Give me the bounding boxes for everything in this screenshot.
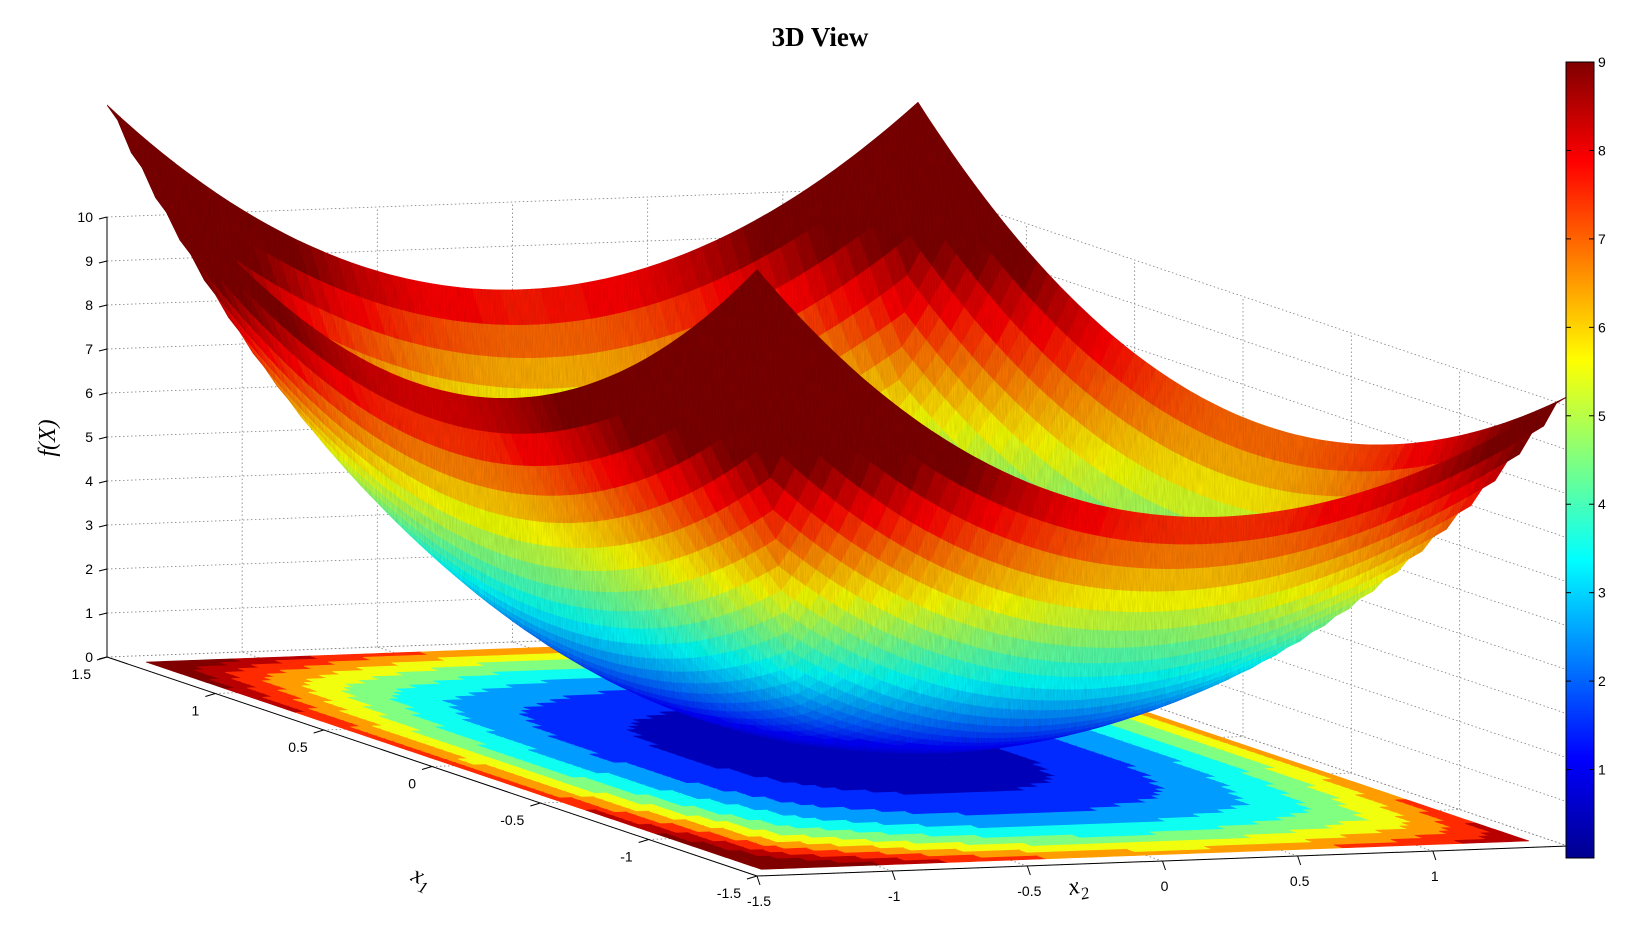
grid-line-z-back-left bbox=[106, 186, 919, 218]
chart-title: 3D View bbox=[772, 22, 869, 52]
